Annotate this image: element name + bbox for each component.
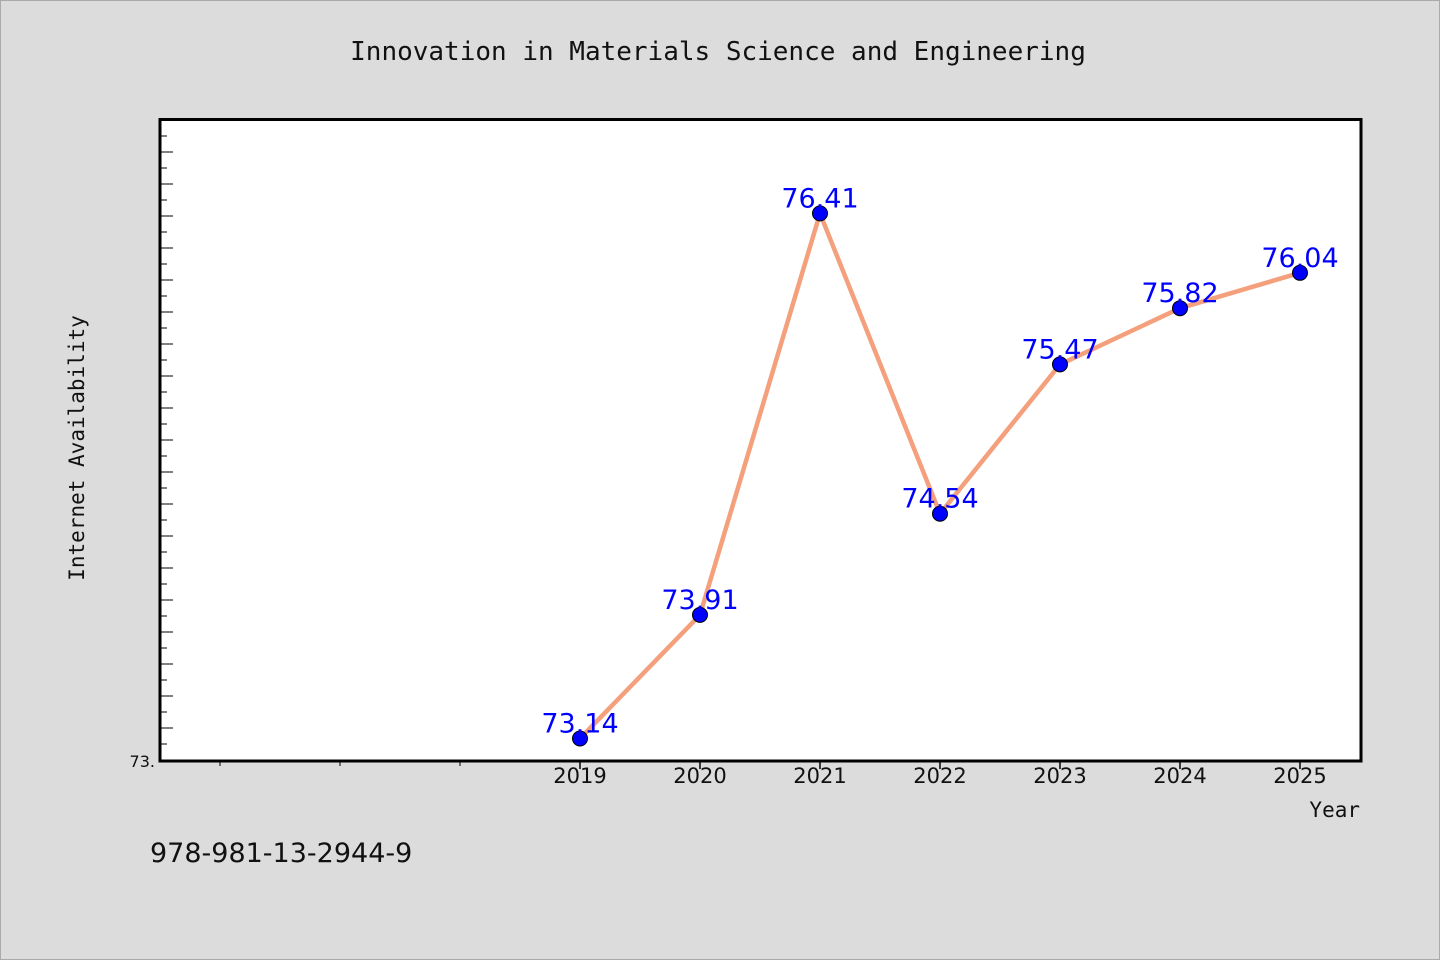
x-axis-ticks: [219, 761, 1301, 769]
x-tick-label: 2022: [913, 764, 966, 788]
x-tick-label: 2023: [1033, 764, 1086, 788]
chart-title: Innovation in Materials Science and Engi…: [350, 37, 1086, 67]
data-label: 75.47: [1021, 334, 1098, 365]
data-point: [932, 505, 948, 522]
x-tick-labels: 2019 2020 2021 2022 2023 2024 2025: [553, 764, 1326, 788]
y-axis-minor-ticks: [160, 135, 173, 745]
data-label: 73.14: [541, 709, 618, 740]
x-tick-label: 2020: [673, 764, 726, 788]
data-labels: 73.14 73.91 76.41 74.54 75.47 75.82 76.04: [541, 183, 1338, 739]
data-label: 75.82: [1141, 278, 1218, 309]
y-axis-label: Internet Availability: [65, 315, 89, 581]
x-tick-label: 2024: [1153, 764, 1206, 788]
x-tick-label: 2019: [553, 764, 606, 788]
data-label: 76.41: [781, 183, 858, 214]
data-point: [812, 205, 828, 222]
x-axis-label: Year: [1309, 798, 1360, 822]
series-markers: [572, 205, 1308, 747]
data-point: [572, 730, 588, 747]
x-tick-label: 2025: [1273, 764, 1326, 788]
data-point: [1292, 264, 1308, 281]
data-label: 73.91: [661, 585, 738, 616]
x-tick-label: 2021: [793, 764, 846, 788]
data-label: 74.54: [901, 484, 978, 515]
footer-code: 978-981-13-2944-9: [150, 838, 412, 869]
plot-area: [158, 118, 1363, 763]
data-point: [1172, 300, 1188, 317]
y-tick-label: 73.: [130, 752, 155, 771]
data-point: [1052, 356, 1068, 373]
data-label: 76.04: [1261, 243, 1338, 274]
data-point: [692, 606, 708, 623]
